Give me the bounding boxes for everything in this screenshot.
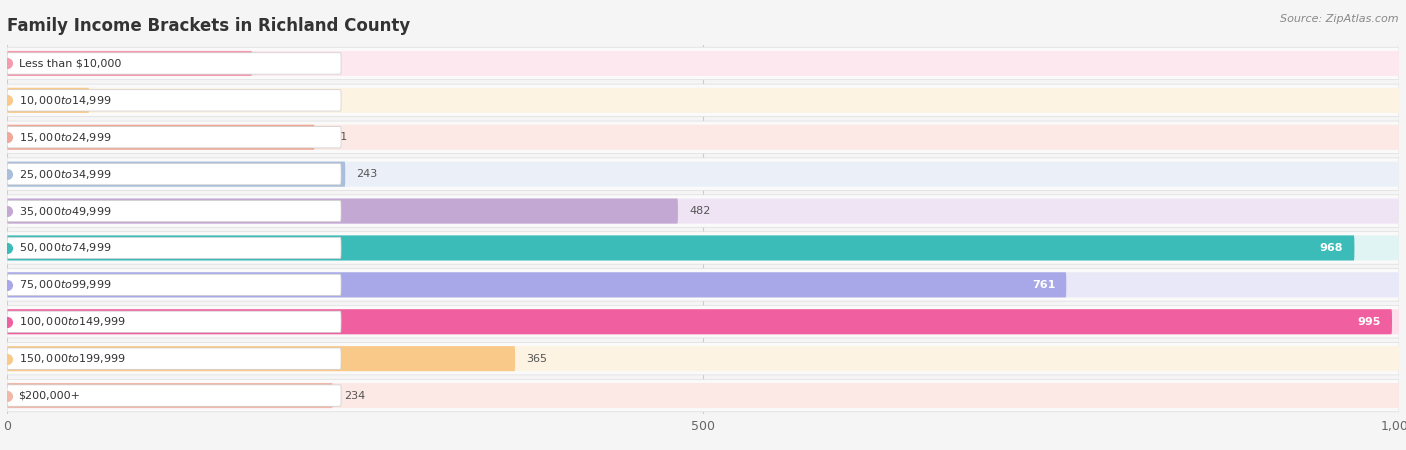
FancyBboxPatch shape (7, 348, 342, 369)
FancyBboxPatch shape (7, 235, 1354, 261)
FancyBboxPatch shape (7, 383, 333, 408)
FancyBboxPatch shape (7, 309, 1399, 334)
FancyBboxPatch shape (7, 195, 1399, 227)
FancyBboxPatch shape (7, 162, 346, 187)
FancyBboxPatch shape (7, 162, 1399, 187)
FancyBboxPatch shape (7, 346, 515, 371)
Text: $10,000 to $14,999: $10,000 to $14,999 (18, 94, 111, 107)
Text: 482: 482 (689, 206, 710, 216)
FancyBboxPatch shape (7, 126, 342, 148)
FancyBboxPatch shape (7, 53, 342, 74)
FancyBboxPatch shape (7, 125, 315, 150)
Text: 243: 243 (356, 169, 378, 179)
Text: $75,000 to $99,999: $75,000 to $99,999 (18, 279, 111, 291)
Text: $200,000+: $200,000+ (18, 391, 80, 401)
FancyBboxPatch shape (7, 385, 342, 406)
FancyBboxPatch shape (7, 47, 1399, 80)
Text: Less than $10,000: Less than $10,000 (18, 58, 121, 68)
FancyBboxPatch shape (7, 346, 1399, 371)
Text: 234: 234 (344, 391, 366, 401)
FancyBboxPatch shape (7, 342, 1399, 375)
FancyBboxPatch shape (7, 121, 1399, 153)
Text: Family Income Brackets in Richland County: Family Income Brackets in Richland Count… (7, 17, 411, 35)
Text: 365: 365 (526, 354, 547, 364)
FancyBboxPatch shape (7, 311, 342, 333)
FancyBboxPatch shape (7, 51, 252, 76)
FancyBboxPatch shape (7, 158, 1399, 190)
FancyBboxPatch shape (7, 163, 342, 185)
FancyBboxPatch shape (7, 274, 342, 296)
FancyBboxPatch shape (7, 235, 1399, 261)
Text: 968: 968 (1320, 243, 1343, 253)
Text: $25,000 to $34,999: $25,000 to $34,999 (18, 168, 111, 180)
FancyBboxPatch shape (7, 272, 1399, 297)
Text: 995: 995 (1358, 317, 1381, 327)
FancyBboxPatch shape (7, 88, 1399, 113)
FancyBboxPatch shape (7, 383, 1399, 408)
Text: 176: 176 (263, 58, 284, 68)
Text: 59: 59 (100, 95, 114, 105)
FancyBboxPatch shape (7, 237, 342, 259)
FancyBboxPatch shape (7, 306, 1399, 338)
Text: $15,000 to $24,999: $15,000 to $24,999 (18, 131, 111, 144)
FancyBboxPatch shape (7, 88, 89, 113)
FancyBboxPatch shape (7, 232, 1399, 264)
FancyBboxPatch shape (7, 272, 1066, 297)
Text: 221: 221 (326, 132, 347, 142)
FancyBboxPatch shape (7, 84, 1399, 117)
FancyBboxPatch shape (7, 125, 1399, 150)
FancyBboxPatch shape (7, 198, 678, 224)
FancyBboxPatch shape (7, 200, 342, 222)
FancyBboxPatch shape (7, 269, 1399, 301)
FancyBboxPatch shape (7, 379, 1399, 412)
Text: $35,000 to $49,999: $35,000 to $49,999 (18, 205, 111, 217)
Text: Source: ZipAtlas.com: Source: ZipAtlas.com (1281, 14, 1399, 23)
Text: 761: 761 (1032, 280, 1054, 290)
Text: $150,000 to $199,999: $150,000 to $199,999 (18, 352, 125, 365)
Text: $50,000 to $74,999: $50,000 to $74,999 (18, 242, 111, 254)
FancyBboxPatch shape (7, 90, 342, 111)
FancyBboxPatch shape (7, 198, 1399, 224)
FancyBboxPatch shape (7, 51, 1399, 76)
Text: $100,000 to $149,999: $100,000 to $149,999 (18, 315, 125, 328)
FancyBboxPatch shape (7, 309, 1392, 334)
